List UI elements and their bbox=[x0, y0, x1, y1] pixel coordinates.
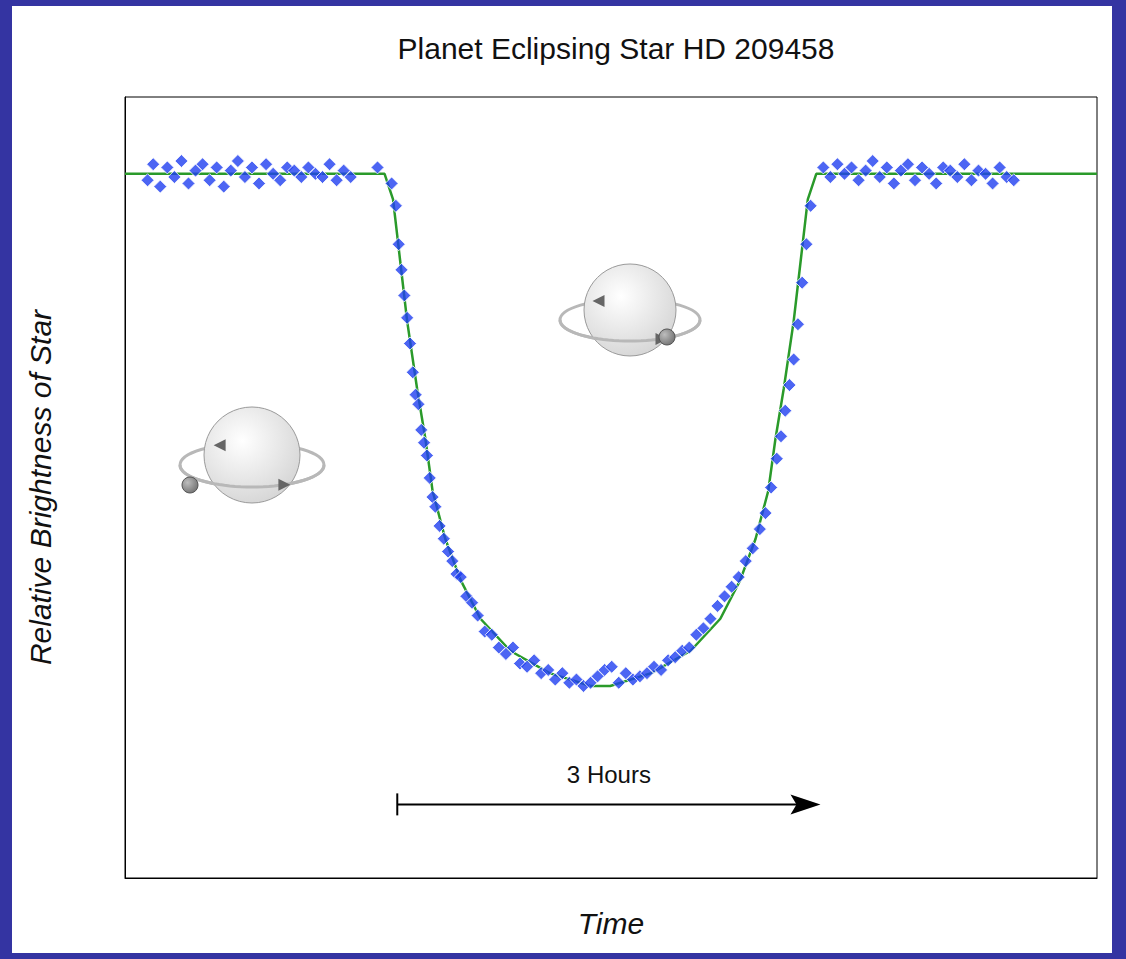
svg-text:Time: Time bbox=[578, 907, 644, 940]
svg-text:3 Hours: 3 Hours bbox=[567, 761, 651, 788]
svg-text:Planet Eclipsing Star HD 20945: Planet Eclipsing Star HD 209458 bbox=[398, 32, 835, 65]
svg-text:Relative Brightness of Star: Relative Brightness of Star bbox=[24, 309, 57, 665]
